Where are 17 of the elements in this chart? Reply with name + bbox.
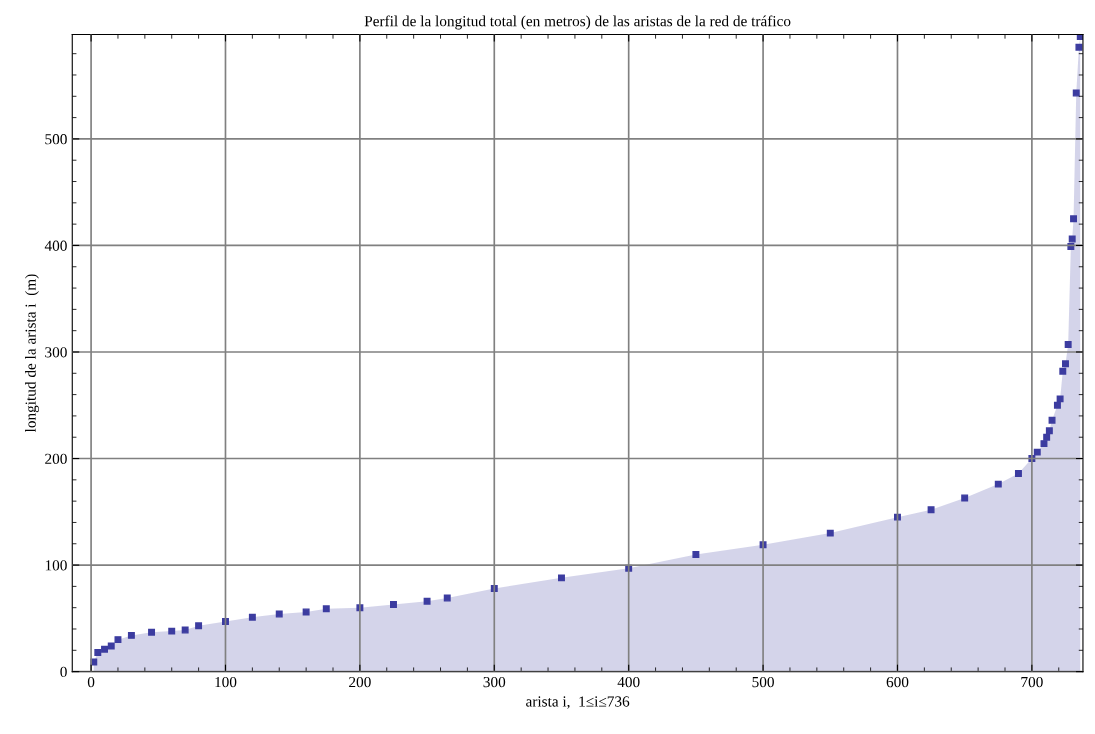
chart-title: Perfil de la longitud total (en metros) de las aristas de la red de tráfico bbox=[364, 15, 791, 30]
x-tick-label: 200 bbox=[349, 676, 371, 688]
y-axis-title: longitud de la arista i (m) bbox=[25, 274, 39, 433]
x-tick-label: 600 bbox=[886, 676, 909, 688]
x-axis-title: arista i, 1≤i≤736 bbox=[526, 696, 630, 709]
y-tick-label: 200 bbox=[45, 453, 67, 464]
x-tick-label: 100 bbox=[215, 676, 237, 688]
y-tick-label: 300 bbox=[45, 347, 67, 358]
y-tick-label: 400 bbox=[44, 240, 67, 251]
y-tick-label: 500 bbox=[45, 134, 67, 145]
x-tick-label: 300 bbox=[483, 676, 506, 688]
x-tick-label: 0 bbox=[87, 676, 95, 688]
x-tick-label: 700 bbox=[1021, 676, 1043, 688]
x-tick-label: 400 bbox=[617, 676, 640, 688]
x-tick-label: 500 bbox=[752, 676, 774, 688]
y-tick-label: 100 bbox=[45, 560, 67, 571]
y-tick-label: 0 bbox=[60, 666, 67, 678]
